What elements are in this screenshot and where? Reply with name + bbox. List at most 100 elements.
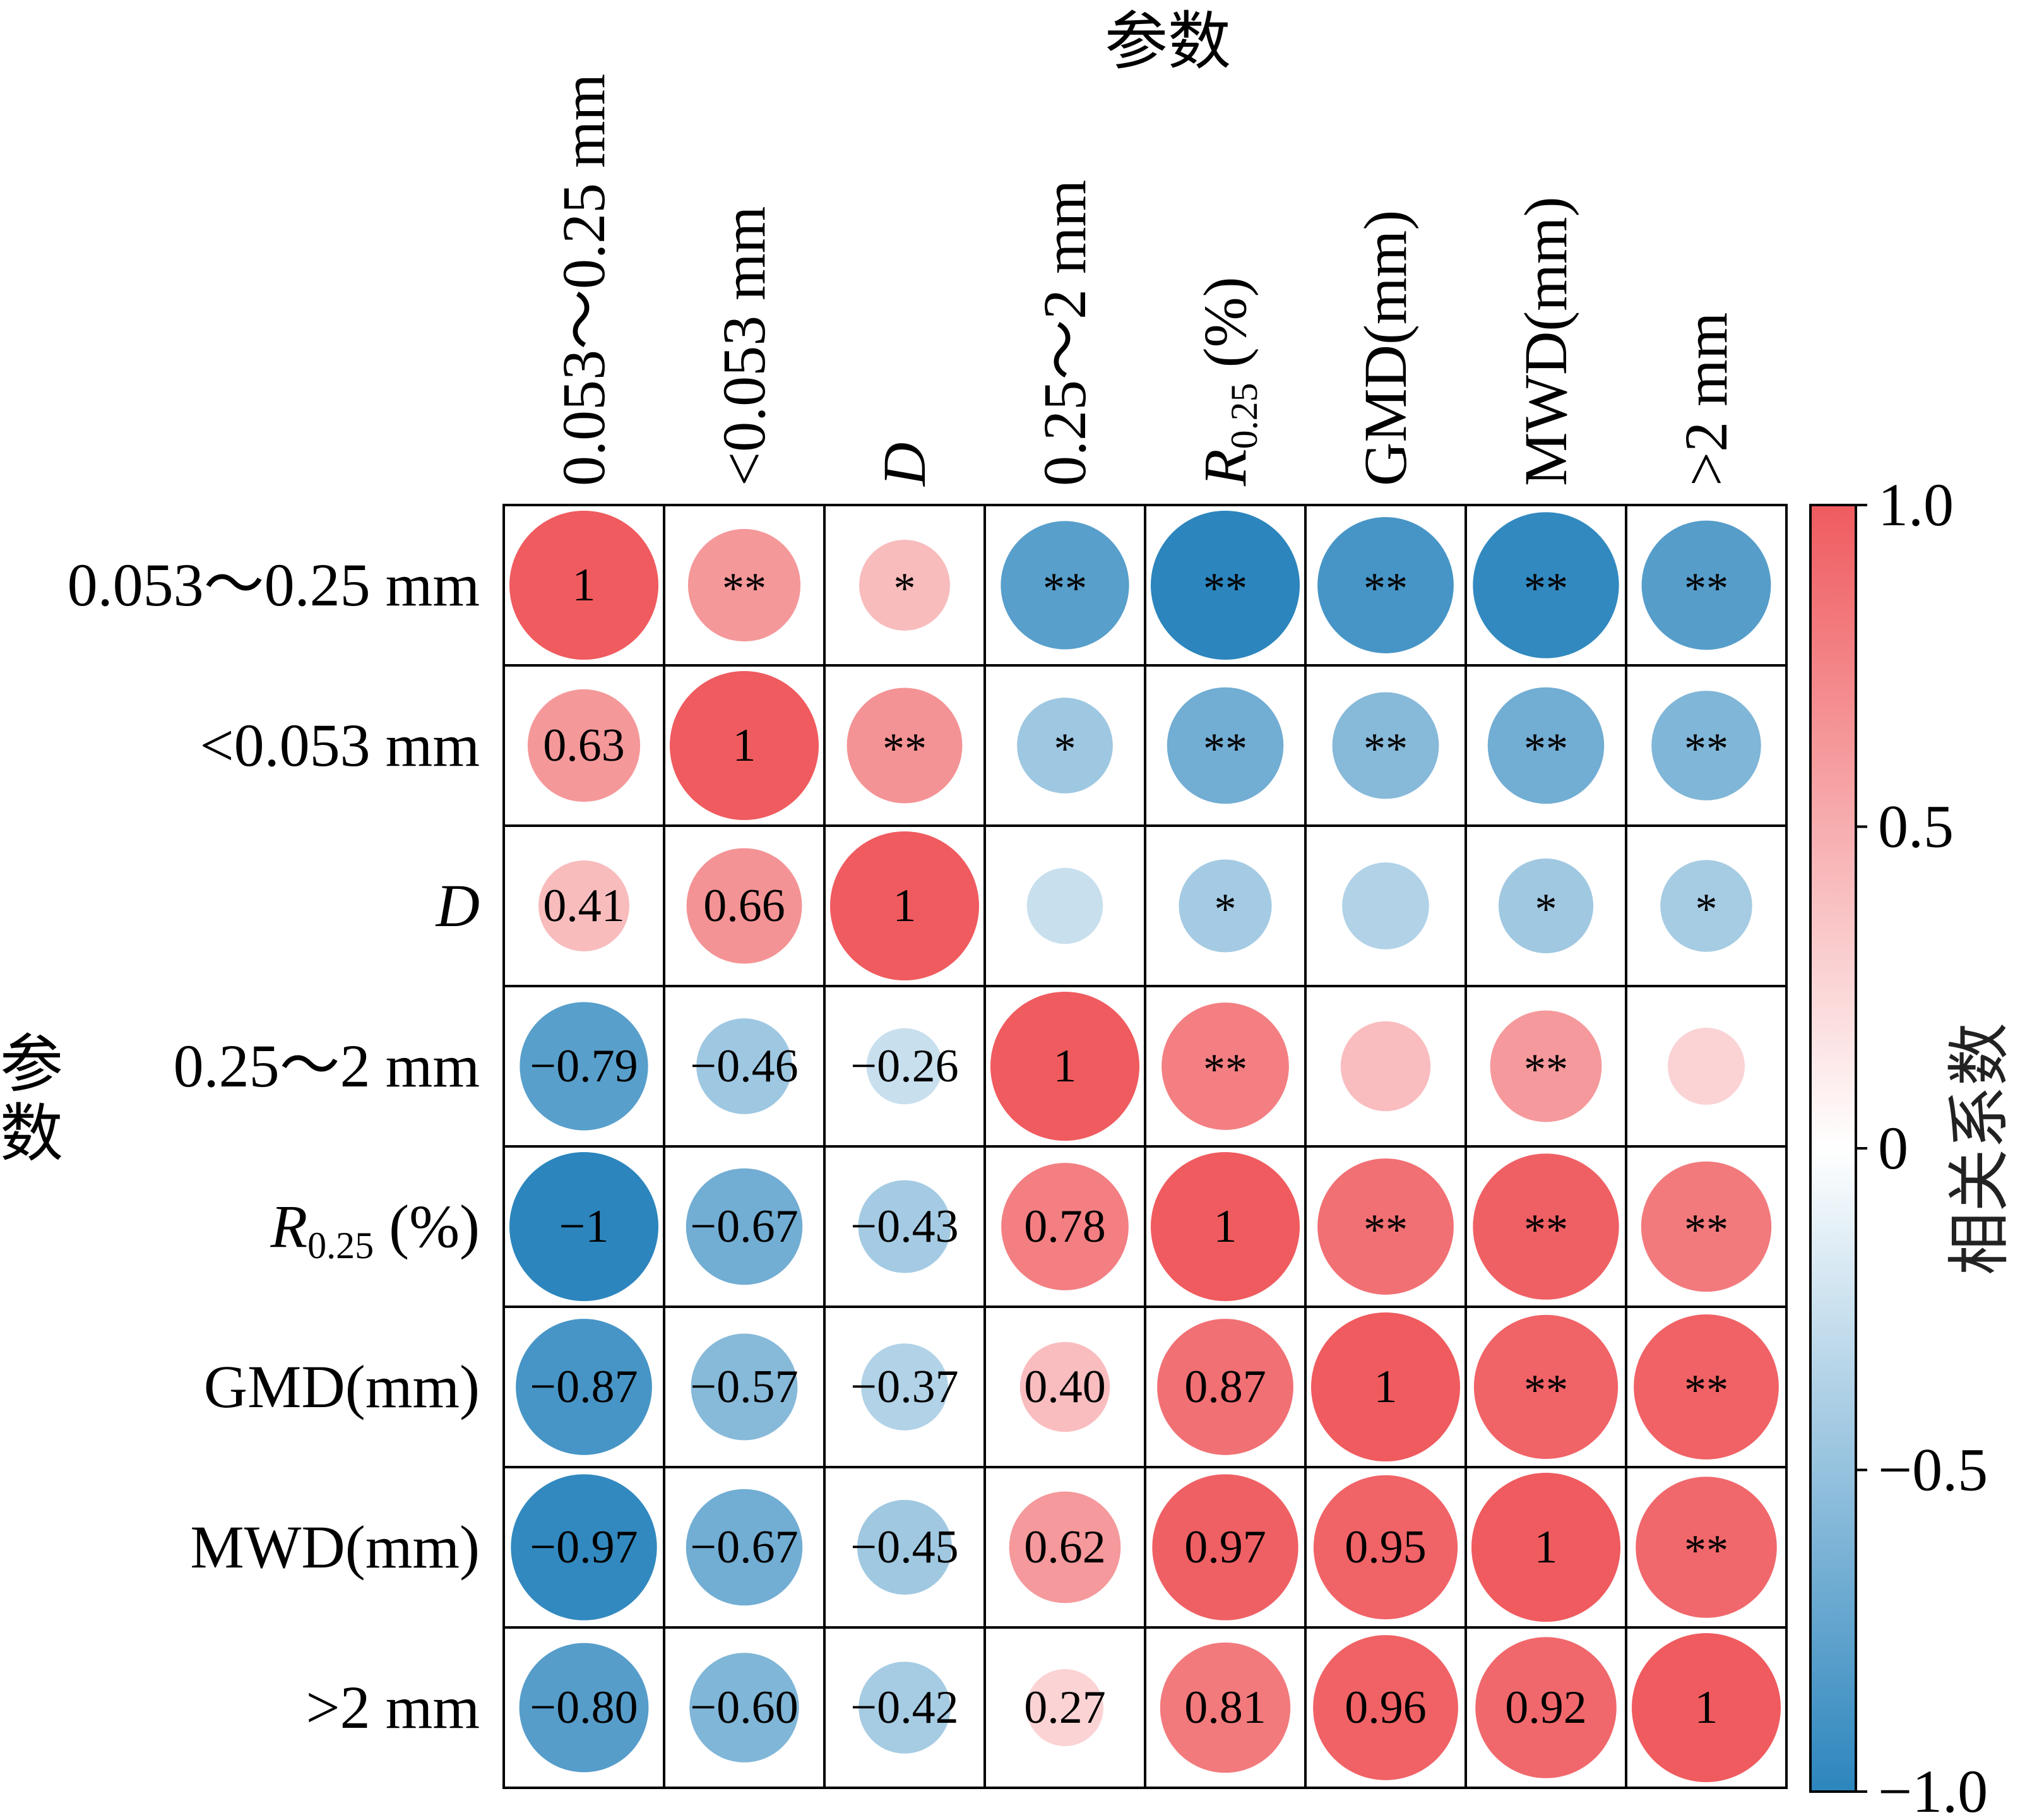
correlation-circle [1313, 1475, 1458, 1620]
column-label: 0.053～0.25 mm [550, 74, 617, 486]
matrix-cell: * [983, 664, 1146, 827]
matrix-cell: −0.97 [502, 1466, 665, 1629]
data-label: −0.79 [530, 1040, 638, 1092]
correlation-circle [858, 1662, 951, 1754]
correlation-circle [1487, 687, 1605, 804]
matrix-cell: −0.42 [823, 1626, 986, 1789]
data-label: 0.97 [1184, 1521, 1266, 1573]
data-label: −0.97 [530, 1521, 638, 1573]
matrix-cell [983, 824, 1146, 987]
matrix-cell: ** [983, 504, 1146, 667]
matrix-cell: ** [663, 504, 826, 667]
matrix-cell: ** [1625, 1466, 1788, 1629]
significance-label: ** [1524, 1206, 1568, 1254]
matrix-cell: ** [1625, 504, 1788, 667]
data-label: 0.92 [1505, 1682, 1587, 1734]
correlation-circle [527, 689, 641, 802]
colorbar-label: 相关系数 [1945, 1023, 2015, 1275]
correlation-circle [1636, 1477, 1777, 1618]
matrix-cell: 0.96 [1304, 1626, 1467, 1789]
correlation-circle [1167, 687, 1284, 804]
row-label: R0.25 (%) [270, 1193, 480, 1266]
correlation-circle [1651, 691, 1761, 800]
matrix-cell: 0.78 [983, 1145, 1146, 1308]
data-label: 0.40 [1024, 1361, 1106, 1413]
correlation-circle [1632, 1633, 1781, 1782]
significance-label: ** [1524, 1366, 1568, 1415]
correlation-circle [1490, 1010, 1602, 1122]
matrix-cell: −0.37 [823, 1306, 986, 1468]
row-label: GMD(mm) [204, 1353, 480, 1420]
y-axis-title: 参数 [0, 1030, 63, 1169]
correlation-circle [1157, 1319, 1293, 1455]
correlation-circle [1009, 1491, 1121, 1603]
column-label: <0.053 mm [710, 206, 778, 486]
correlation-circle [861, 1343, 948, 1430]
matrix-cell: * [823, 504, 986, 667]
row-label: D [435, 872, 480, 939]
correlation-circle [509, 1152, 658, 1301]
matrix-cell: −0.87 [502, 1306, 665, 1468]
matrix-cell: 0.81 [1144, 1626, 1307, 1789]
significance-label: ** [1684, 1366, 1728, 1415]
row-label: 0.053～0.25 mm [68, 551, 480, 619]
matrix-cell: ** [1304, 664, 1467, 827]
significance-label: * [1054, 725, 1076, 773]
significance-label: ** [1684, 564, 1728, 613]
significance-label: ** [1364, 1206, 1408, 1254]
correlation-circle [696, 1018, 792, 1114]
column-label: MWD(mm) [1512, 196, 1579, 486]
matrix-cell: −1 [502, 1145, 665, 1308]
data-label: 1 [1054, 1040, 1077, 1092]
data-label: 0.27 [1024, 1682, 1106, 1734]
correlation-circle [1498, 858, 1594, 954]
colorbar: 1.0 0.5 0 −0.5 −1.0 [1809, 471, 1988, 1820]
matrix-cell: −0.80 [502, 1626, 665, 1789]
correlation-circle [859, 540, 950, 631]
correlation-circle [1473, 1153, 1619, 1300]
colorbar-tick-label: −0.5 [1878, 1436, 1988, 1504]
correlation-circle [1001, 1163, 1129, 1290]
correlation-circle [1152, 1474, 1298, 1621]
matrix-cell: −0.46 [663, 985, 826, 1148]
data-label: 1 [893, 880, 917, 932]
correlation-circle [670, 671, 819, 820]
correlation-circle [511, 1474, 657, 1621]
matrix-cell: * [1144, 824, 1307, 987]
correlation-circle [1317, 1158, 1454, 1295]
correlation-circle [1311, 1312, 1460, 1461]
matrix-cell: −0.45 [823, 1466, 986, 1629]
correlation-circle [1162, 1002, 1289, 1130]
matrix-cells: 1 ** * ** ** ** ** **0.63 1 ** * ** ** ** **0.41 0.66 1 *… [502, 504, 1788, 1789]
correlation-circle [1017, 698, 1113, 794]
correlation-circle [686, 1168, 803, 1285]
row-label: <0.053 mm [200, 711, 480, 779]
data-label: 1 [1374, 1361, 1398, 1413]
significance-label: ** [1684, 1206, 1728, 1254]
matrix-cell: −0.26 [823, 985, 986, 1148]
matrix-cell: ** [1625, 664, 1788, 827]
correlation-circle [830, 831, 979, 980]
matrix-cell: ** [1625, 1306, 1788, 1468]
matrix-cell: 0.63 [502, 664, 665, 827]
colorbar-gradient [1809, 504, 1857, 1793]
data-label: −0.43 [850, 1201, 958, 1252]
significance-label: ** [1524, 1045, 1568, 1094]
row-labels: 0.053～0.25 mm <0.053 mm D 0.25～2 mm R0.25 (%… [68, 551, 480, 1741]
correlation-circle [1026, 867, 1103, 944]
correlation-circle [1151, 511, 1300, 660]
significance-label: ** [1684, 1526, 1728, 1575]
correlation-circle [1151, 1152, 1300, 1301]
correlation-circle [847, 687, 963, 804]
correlation-circle [691, 1333, 798, 1441]
correlation-circle [538, 860, 629, 951]
correlation-circle [686, 1489, 803, 1606]
matrix-cell: ** [1464, 1145, 1627, 1308]
column-label: GMD(mm) [1352, 210, 1419, 486]
correlation-circle [866, 1028, 943, 1105]
matrix-cell: 1 [1144, 1145, 1307, 1308]
matrix-cell: 0.95 [1304, 1466, 1467, 1629]
correlation-circle [687, 528, 801, 642]
correlation-circle [1667, 1027, 1745, 1105]
